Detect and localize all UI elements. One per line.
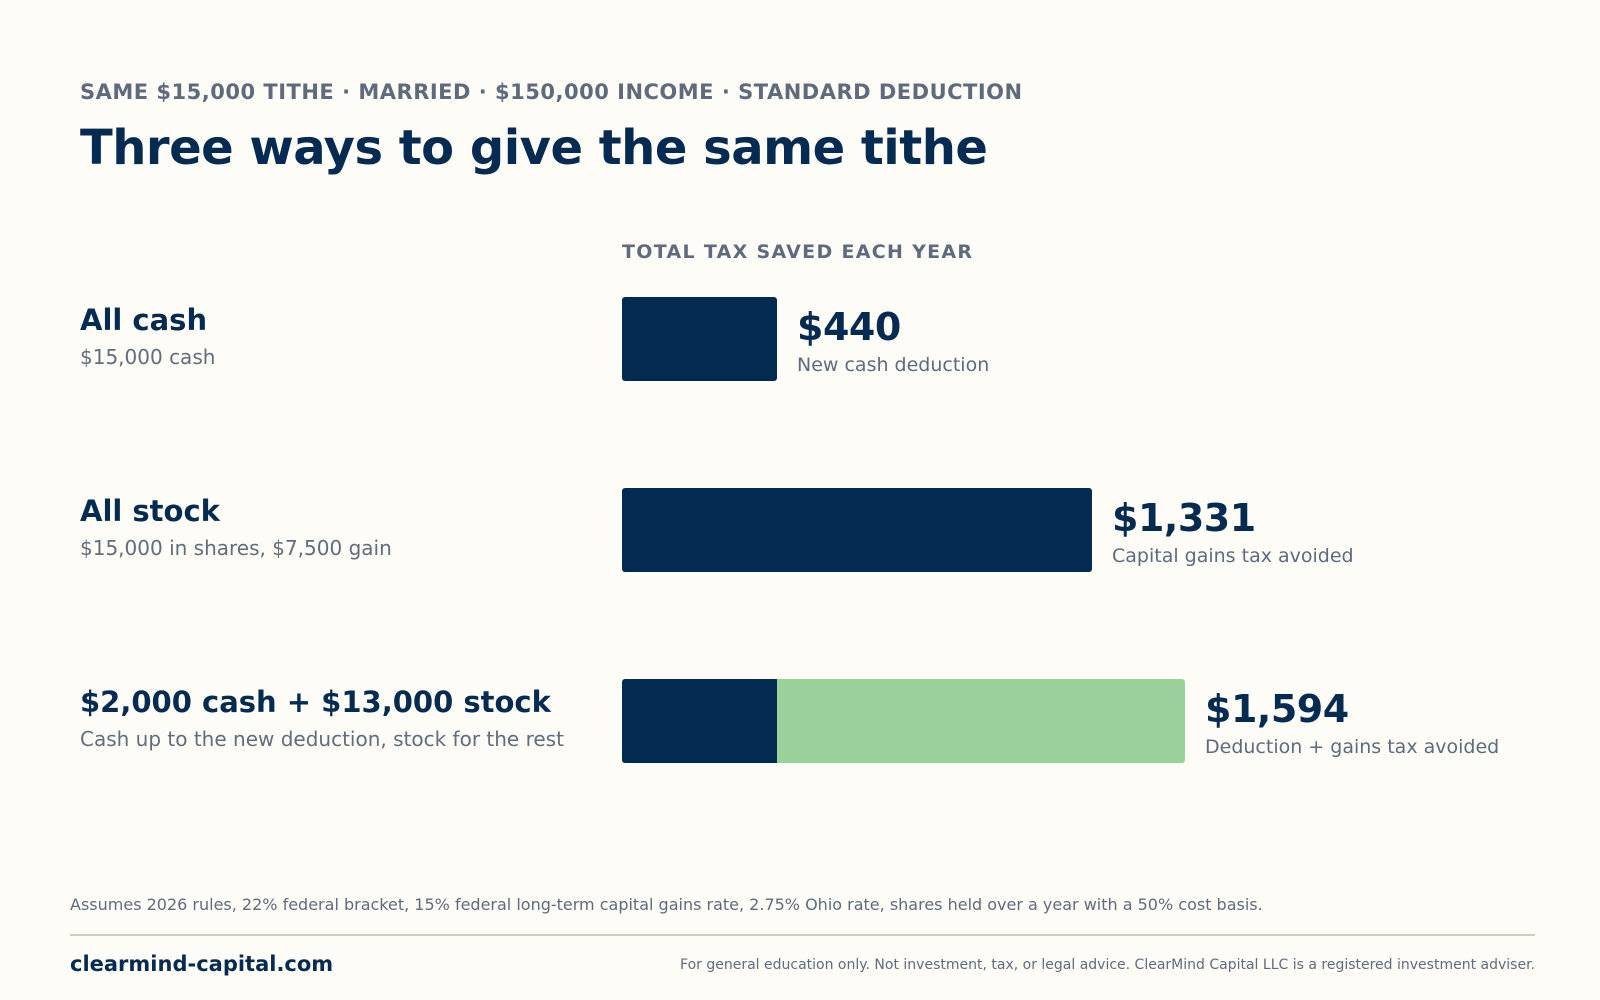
data-label-caption: New cash deduction — [797, 354, 990, 376]
row-name: All cash — [80, 303, 208, 337]
data-label-caption: Capital gains tax avoided — [1112, 545, 1354, 567]
row-name: $2,000 cash + $13,000 stock — [80, 685, 551, 719]
data-label-value: $1,331 — [1112, 496, 1256, 540]
data-label-value: $1,594 — [1205, 687, 1349, 731]
row-subtitle: $15,000 cash — [80, 345, 216, 369]
eyebrow-subtitle: SAME $15,000 TITHE · MARRIED · $150,000 … — [80, 80, 1023, 104]
data-label-caption: Deduction + gains tax avoided — [1205, 736, 1500, 758]
assumptions-note: Assumes 2026 rules, 22% federal bracket,… — [70, 895, 1263, 914]
bar-segment-cash — [622, 488, 1092, 572]
row-subtitle: $15,000 in shares, $7,500 gain — [80, 536, 392, 560]
chart-axis-title: TOTAL TAX SAVED EACH YEAR — [622, 241, 974, 263]
bar-segment-stock — [777, 679, 1185, 763]
row-label: All cash $15,000 cash — [80, 302, 215, 370]
row-label: $2,000 cash + $13,000 stock Cash up to th… — [80, 684, 564, 752]
row-name: All stock — [80, 494, 220, 528]
page-title: Three ways to give the same tithe — [80, 120, 988, 176]
value-block: $1,594 Deduction + gains tax avoided — [1205, 687, 1499, 759]
bar-segment-cash — [622, 297, 777, 381]
data-label-value: $440 — [797, 305, 901, 349]
value-block: $440 New cash deduction — [797, 305, 989, 377]
footer-divider — [70, 934, 1535, 936]
row-label: All stock $15,000 in shares, $7,500 gain — [80, 493, 392, 561]
website-link[interactable]: clearmind-capital.com — [70, 952, 334, 976]
value-block: $1,331 Capital gains tax avoided — [1112, 496, 1354, 568]
disclaimer-text: For general education only. Not investme… — [680, 957, 1535, 973]
row-subtitle: Cash up to the new deduction, stock for … — [80, 727, 564, 751]
bar-segment-cash — [622, 679, 777, 763]
